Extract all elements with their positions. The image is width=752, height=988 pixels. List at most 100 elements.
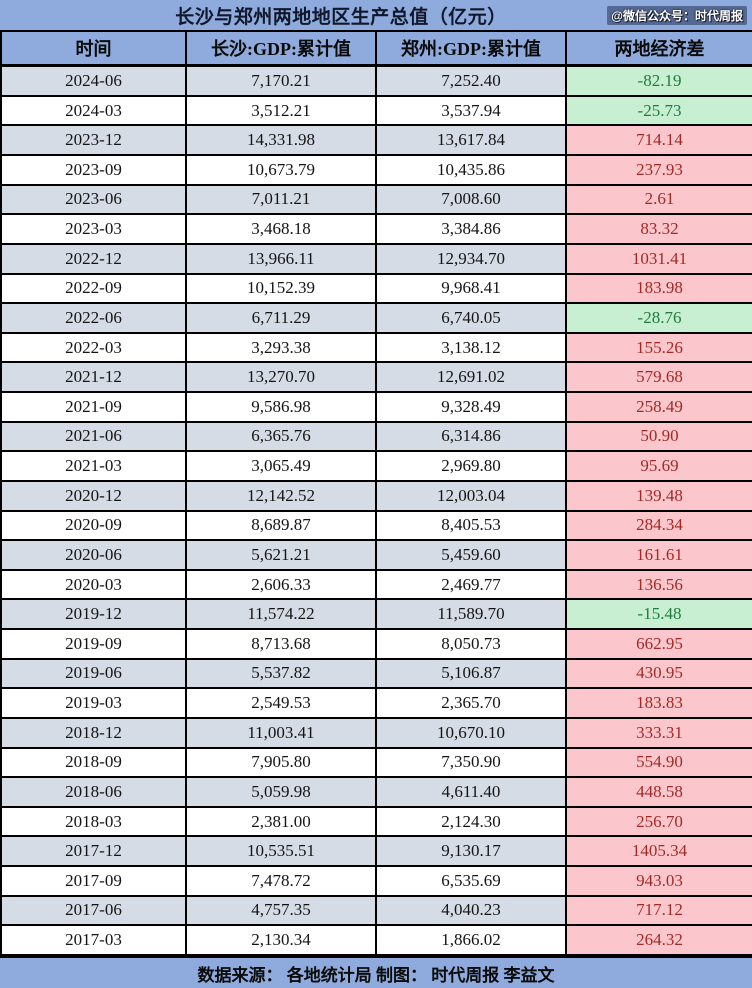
cell-economic-gap: -15.48 <box>565 598 752 631</box>
cell-changsha-gdp: 4,757.35 <box>185 894 377 927</box>
cell-economic-gap: -25.73 <box>565 94 752 127</box>
cell-date: 2021-09 <box>0 391 187 423</box>
cell-zhengzhou-gdp: 9,130.17 <box>375 835 567 868</box>
cell-date: 2023-12 <box>0 124 187 157</box>
cell-zhengzhou-gdp: 6,535.69 <box>375 865 567 897</box>
cell-economic-gap: 256.70 <box>565 805 752 838</box>
wechat-watermark: @微信公众号：时代周报 <box>607 6 747 25</box>
cell-date: 2017-12 <box>0 835 187 868</box>
footer-band: 数据来源： 各地统计局 制图： 时代周报 李益文 <box>0 956 752 988</box>
cell-date: 2022-06 <box>0 302 187 334</box>
cell-zhengzhou-gdp: 5,459.60 <box>375 539 567 571</box>
cell-changsha-gdp: 7,170.21 <box>185 64 377 97</box>
cell-date: 2023-09 <box>0 154 187 186</box>
cell-zhengzhou-gdp: 6,740.05 <box>375 302 567 334</box>
gdp-table-body: 2024-06 7,170.21 7,252.40 -82.19 2024-03 3,51… <box>0 64 752 956</box>
cell-date: 2024-03 <box>0 94 187 127</box>
cell-changsha-gdp: 5,059.98 <box>185 776 377 808</box>
cell-changsha-gdp: 7,905.80 <box>185 746 377 779</box>
cell-date: 2017-03 <box>0 924 187 956</box>
cell-zhengzhou-gdp: 2,124.30 <box>375 805 567 838</box>
cell-date: 2018-12 <box>0 716 187 749</box>
cell-date: 2021-06 <box>0 420 187 453</box>
cell-zhengzhou-gdp: 1,866.02 <box>375 924 567 956</box>
data-source-credit: 数据来源： 各地统计局 制图： 时代周报 李益文 <box>197 965 555 985</box>
cell-changsha-gdp: 2,606.33 <box>185 568 377 601</box>
cell-date: 2022-12 <box>0 242 187 275</box>
cell-zhengzhou-gdp: 10,435.86 <box>375 154 567 186</box>
cell-zhengzhou-gdp: 8,050.73 <box>375 628 567 660</box>
table-row: 2017-12 10,535.51 9,130.17 1405.34 <box>0 835 752 868</box>
cell-date: 2022-09 <box>0 272 187 305</box>
cell-economic-gap: 139.48 <box>565 479 752 512</box>
table-row: 2020-06 5,621.21 5,459.60 161.61 <box>0 539 752 571</box>
cell-date: 2022-03 <box>0 331 187 364</box>
table-row: 2021-09 9,586.98 9,328.49 258.49 <box>0 391 752 423</box>
cell-date: 2024-06 <box>0 64 187 97</box>
cell-changsha-gdp: 12,142.52 <box>185 479 377 512</box>
cell-changsha-gdp: 10,152.39 <box>185 272 377 305</box>
cell-economic-gap: 183.98 <box>565 272 752 305</box>
cell-economic-gap: -82.19 <box>565 64 752 97</box>
gdp-comparison-table: 时间 长沙:GDP:累计值 郑州:GDP:累计值 两地经济差 2024-06 7,… <box>0 30 752 956</box>
table-row: 2024-06 7,170.21 7,252.40 -82.19 <box>0 64 752 97</box>
cell-changsha-gdp: 8,713.68 <box>185 628 377 660</box>
cell-economic-gap: 258.49 <box>565 391 752 423</box>
title-band: 长沙与郑州两地地区生产总值（亿元） @微信公众号：时代周报 <box>0 0 752 30</box>
cell-economic-gap: 50.90 <box>565 420 752 453</box>
cell-date: 2020-12 <box>0 479 187 512</box>
table-row: 2019-12 11,574.22 11,589.70 -15.48 <box>0 598 752 631</box>
cell-zhengzhou-gdp: 5,106.87 <box>375 657 567 690</box>
cell-changsha-gdp: 5,537.82 <box>185 657 377 690</box>
table-row: 2021-03 3,065.49 2,969.80 95.69 <box>0 450 752 482</box>
cell-zhengzhou-gdp: 12,003.04 <box>375 479 567 512</box>
table-row: 2020-12 12,142.52 12,003.04 139.48 <box>0 479 752 512</box>
cell-economic-gap: 95.69 <box>565 450 752 482</box>
table-row: 2022-12 13,966.11 12,934.70 1031.41 <box>0 242 752 275</box>
page-title: 长沙与郑州两地地区生产总值（亿元） <box>175 6 507 28</box>
cell-date: 2020-09 <box>0 509 187 542</box>
cell-date: 2023-06 <box>0 183 187 216</box>
cell-changsha-gdp: 11,574.22 <box>185 598 377 631</box>
cell-changsha-gdp: 2,381.00 <box>185 805 377 838</box>
cell-zhengzhou-gdp: 8,405.53 <box>375 509 567 542</box>
cell-changsha-gdp: 6,711.29 <box>185 302 377 334</box>
cell-zhengzhou-gdp: 12,691.02 <box>375 361 567 394</box>
table-row: 2022-09 10,152.39 9,968.41 183.98 <box>0 272 752 305</box>
cell-changsha-gdp: 3,512.21 <box>185 94 377 127</box>
cell-economic-gap: 448.58 <box>565 776 752 808</box>
table-row: 2023-09 10,673.79 10,435.86 237.93 <box>0 154 752 186</box>
cell-economic-gap: 662.95 <box>565 628 752 660</box>
cell-zhengzhou-gdp: 9,328.49 <box>375 391 567 423</box>
cell-changsha-gdp: 9,586.98 <box>185 391 377 423</box>
table-row: 2023-03 3,468.18 3,384.86 83.32 <box>0 213 752 245</box>
table-row: 2018-06 5,059.98 4,611.40 448.58 <box>0 776 752 808</box>
cell-zhengzhou-gdp: 12,934.70 <box>375 242 567 275</box>
cell-zhengzhou-gdp: 7,008.60 <box>375 183 567 216</box>
cell-zhengzhou-gdp: 2,969.80 <box>375 450 567 482</box>
table-header-row: 时间 长沙:GDP:累计值 郑州:GDP:累计值 两地经济差 <box>0 30 752 67</box>
cell-changsha-gdp: 5,621.21 <box>185 539 377 571</box>
cell-changsha-gdp: 3,468.18 <box>185 213 377 245</box>
table-row: 2021-12 13,270.70 12,691.02 579.68 <box>0 361 752 394</box>
table-row: 2023-06 7,011.21 7,008.60 2.61 <box>0 183 752 216</box>
table-row: 2017-03 2,130.34 1,866.02 264.32 <box>0 924 752 956</box>
table-row: 2022-06 6,711.29 6,740.05 -28.76 <box>0 302 752 334</box>
cell-zhengzhou-gdp: 6,314.86 <box>375 420 567 453</box>
cell-changsha-gdp: 3,065.49 <box>185 450 377 482</box>
cell-economic-gap: 333.31 <box>565 716 752 749</box>
cell-changsha-gdp: 2,549.53 <box>185 687 377 719</box>
cell-economic-gap: 717.12 <box>565 894 752 927</box>
cell-zhengzhou-gdp: 9,968.41 <box>375 272 567 305</box>
cell-changsha-gdp: 7,011.21 <box>185 183 377 216</box>
cell-changsha-gdp: 14,331.98 <box>185 124 377 157</box>
cell-economic-gap: 554.90 <box>565 746 752 779</box>
table-row: 2019-06 5,537.82 5,106.87 430.95 <box>0 657 752 690</box>
cell-changsha-gdp: 13,270.70 <box>185 361 377 394</box>
table-row: 2017-09 7,478.72 6,535.69 943.03 <box>0 865 752 897</box>
column-header-zhengzhou-gdp: 郑州:GDP:累计值 <box>375 30 567 67</box>
cell-economic-gap: 284.34 <box>565 509 752 542</box>
cell-date: 2018-09 <box>0 746 187 779</box>
cell-changsha-gdp: 10,535.51 <box>185 835 377 868</box>
table-row: 2018-03 2,381.00 2,124.30 256.70 <box>0 805 752 838</box>
